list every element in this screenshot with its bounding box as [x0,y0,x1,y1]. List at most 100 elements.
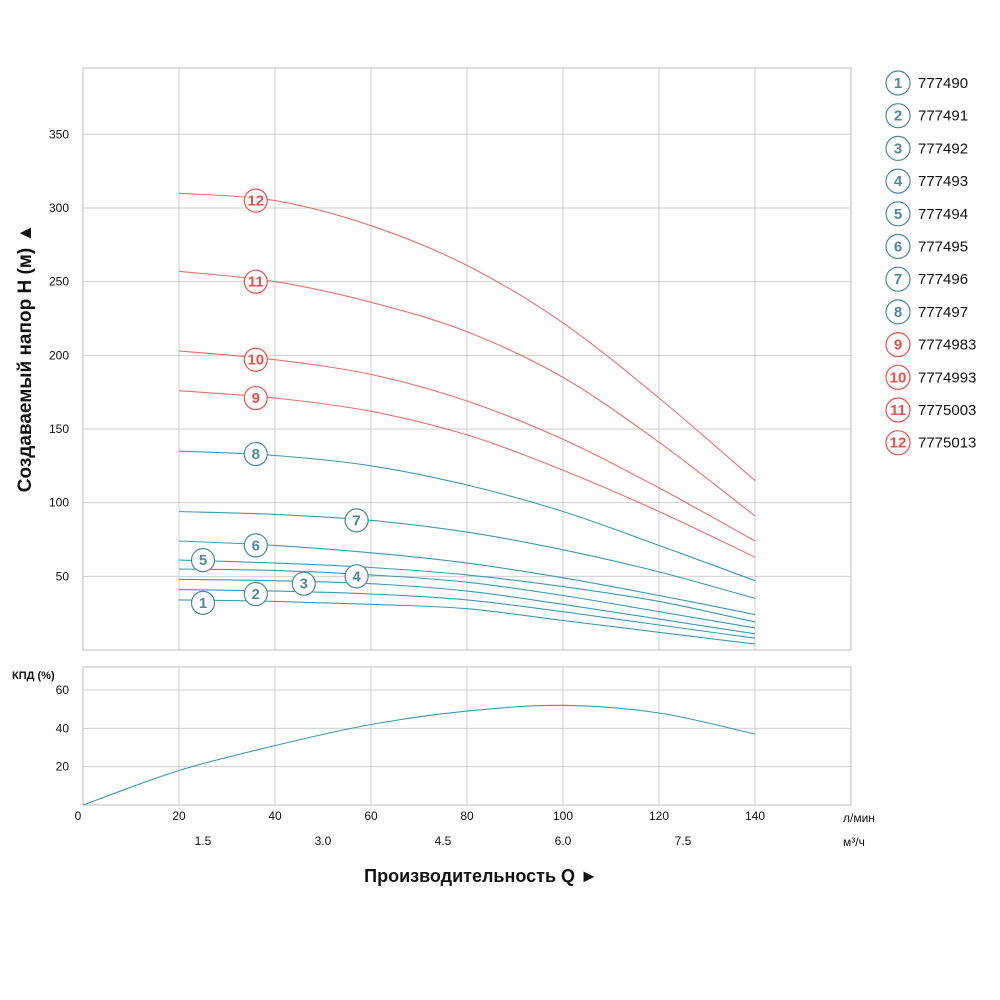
legend-badge-circle [885,70,911,96]
efficiency-chart-grid [82,666,852,806]
legend-item-12: 12 7775013 [885,430,976,456]
x2-tick-label: 7.5 [675,834,692,848]
x-tick-label: 20 [172,809,186,823]
curve-badge-circle [243,347,268,372]
legend-label: 777493 [918,173,968,190]
efficiency-tick-label: 60 [56,683,70,697]
y-tick-label: 200 [49,348,69,362]
curve-badge-number: 1 [199,595,207,612]
legend-item-7: 7 777496 [885,266,968,292]
legend-badge-number: 6 [894,239,902,256]
curve-badge-number: 6 [252,537,260,554]
curve-badge-10: 10 [243,347,268,372]
legend-badge-number: 11 [890,402,906,419]
curve-badge-number: 12 [247,193,264,210]
curve-badge-circle [243,533,268,558]
x2-tick-label: 1.5 [195,834,212,848]
x2-tick-label: 4.5 [435,834,452,848]
efficiency-curves [82,704,756,806]
x-tick-label: 60 [364,809,378,823]
x-tick-label: 40 [268,809,282,823]
legend-badge-number: 9 [894,337,902,354]
legend-badge-number: 7 [894,271,902,288]
head-curve-10 [178,350,756,542]
head-curve-3 [178,578,756,635]
legend-item-3: 3 777492 [885,135,968,161]
legend-label: 7774983 [918,337,976,354]
legend-item-6: 6 777495 [885,233,968,260]
curve-badge-4: 4 [344,564,369,589]
curve-badge-number: 11 [248,274,264,291]
legend-badge-circle [885,364,911,390]
y-tick-label: 150 [49,422,69,436]
curve-badge-number: 2 [252,586,260,603]
head-curve-12 [178,192,756,482]
curve-badge-number: 4 [352,568,361,585]
legend-badge-number: 10 [890,369,907,386]
x2-tick-label: 6.0 [555,834,572,848]
y-tick-label: 100 [49,496,69,510]
curve-badge-circle [344,508,369,533]
head-curves [178,192,756,645]
legend-item-11: 11 7775003 [885,397,976,423]
head-curve-7 [178,510,756,599]
curve-badge-3: 3 [291,571,316,596]
curve-badge-number: 3 [300,576,308,593]
curve-badge-1: 1 [190,590,216,615]
legend-badge-circle [885,103,911,129]
curve-badge-8: 8 [243,441,268,467]
legend-item-2: 2 777491 [885,103,968,129]
curve-badge-9: 9 [243,385,268,411]
curve-badge-number: 10 [247,352,264,369]
head-curve-9 [178,390,756,558]
x-tick-label: 120 [649,809,669,823]
legend-badge-number: 3 [894,140,902,157]
curve-badge-7: 7 [344,508,369,533]
curve-badge-circle [243,269,268,294]
curve-badge-circle [243,581,268,607]
legend-label: 777490 [918,75,968,92]
head-curve-2 [178,589,756,639]
x-tick-label: 100 [553,809,573,823]
x-tick-label: 140 [745,809,765,823]
legend-badge-circle [885,135,911,161]
y-axis-label: Создаваемый напор H (м) ▲ [15,224,36,493]
x-unit-secondary: м³/ч [843,835,865,849]
legend: 1 777490 2 777491 3 777492 4 777493 5 777494 6 7774… [885,70,976,456]
curve-badge-number: 5 [199,552,207,569]
curve-badge-number: 7 [352,512,360,529]
legend-badge-number: 1 [894,75,902,92]
legend-badge-circle [885,299,911,325]
legend-badge-circle [885,430,911,456]
legend-badge-circle [885,397,911,423]
legend-badge-circle [885,201,911,227]
head-curve-11 [178,270,756,517]
head-curve-6 [178,540,756,616]
y-tick-label: 300 [49,201,69,215]
curve-badge-circle [344,564,369,589]
curve-badge-5: 5 [190,548,216,573]
curve-badge-6: 6 [243,533,268,558]
legend-label: 7775013 [918,435,976,452]
legend-label: 777496 [918,271,968,288]
curve-badge-circle [243,385,268,411]
efficiency-tick-label: 20 [56,760,70,774]
legend-item-4: 4 777493 [885,168,968,194]
legend-badge-number: 2 [894,108,902,125]
legend-item-1: 1 777490 [885,70,968,96]
legend-badge-number: 12 [890,435,907,452]
head-curve-5 [178,559,756,623]
legend-label: 777495 [918,239,968,256]
x-unit-primary: л/мин [843,811,875,825]
legend-badge-circle [885,266,911,292]
legend-label: 777494 [918,206,968,223]
legend-label: 7774993 [918,369,976,386]
x-axis-label: Производительность Q ► [364,866,598,886]
curve-badge-number: 9 [252,390,260,407]
curve-badge-circle [291,571,316,596]
y-tick-label: 50 [56,569,70,583]
legend-badge-circle [885,332,911,358]
legend-badge-number: 4 [894,173,903,190]
